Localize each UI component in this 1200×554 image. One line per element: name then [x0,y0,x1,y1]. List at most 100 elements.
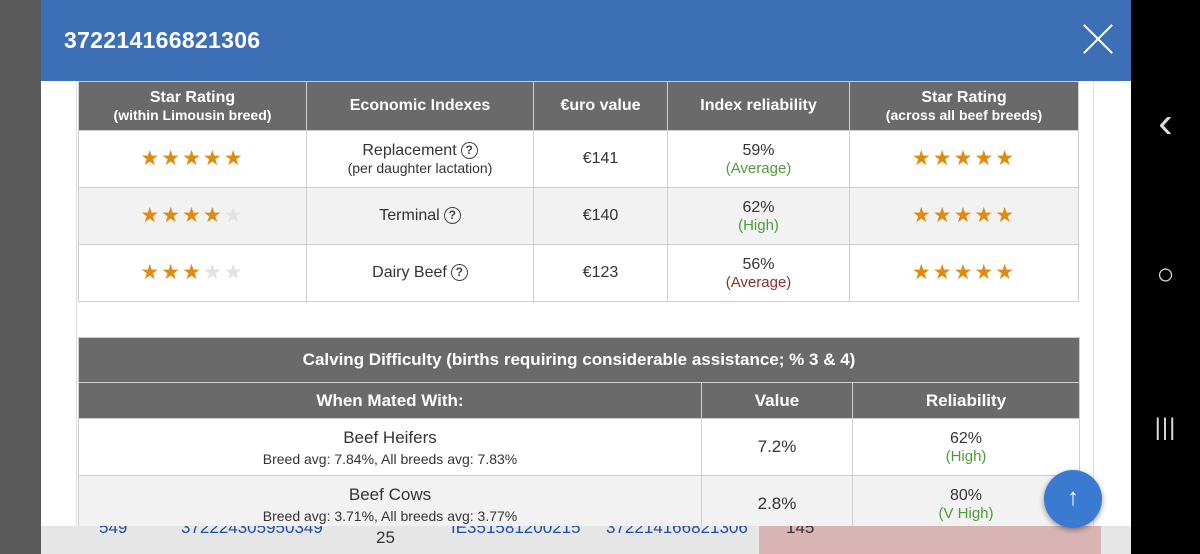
close-icon[interactable] [1081,22,1115,56]
euro-value: €123 [533,244,668,302]
table-row: Beef Cows Breed avg: 3.71%, All breeds a… [78,475,1080,526]
index-name: Replacement [362,142,457,159]
header-sub: (within Limousin breed) [113,107,272,123]
col-header-value: Value [701,382,853,419]
header-sub: (across all beef breeds) [885,107,1043,123]
dialog-title: 372214166821306 [64,27,261,53]
reliability-value: 62% [949,429,983,447]
star-icon: ★ [182,261,203,284]
back-icon[interactable]: ‹ [1158,98,1173,147]
star-rating: ★★★★★ [140,262,244,283]
android-nav-bar: ‹ ○ ||| [1131,0,1200,554]
star-rating: ★★★★★ [912,205,1016,226]
euro-value: €140 [533,187,668,245]
star-icon: ★ [140,204,162,227]
star-icon: ★ [202,147,224,170]
star-rating: ★★★★★ [912,262,1016,283]
col-header-euro-value: €uro value [533,81,668,131]
star-icon: ★ [223,147,245,170]
star-icon: ★ [182,204,203,227]
home-icon[interactable]: ○ [1156,258,1175,291]
col-header-index-reliability: Index reliability [667,81,850,131]
star-rating-within: ★★★★★ [78,187,307,245]
index-name: Dairy Beef [372,264,447,281]
star-icon: ★ [182,147,203,170]
bg-cell-number: 25 [376,528,395,547]
star-icon: ★ [202,261,224,284]
col-header-economic-indexes: Economic Indexes [306,81,534,131]
star-icon: ★ [161,204,183,227]
table-row: ★★★★★ Replacement? (per daughter lactati… [78,130,1079,188]
content-edge-right [1093,81,1094,526]
help-icon[interactable]: ? [443,207,461,224]
reliability-value: 56% [742,255,775,273]
star-rating-within: ★★★★★ [78,244,307,302]
reliability-label: (Average) [725,273,792,291]
star-icon: ★ [974,261,996,284]
star-icon: ★ [974,204,996,227]
star-icon: ★ [995,261,1017,284]
dialog-body: Star Rating (within Limousin breed) Econ… [41,81,1131,526]
reliability-cell: 80% (V High) [852,475,1080,526]
economic-index-table: Star Rating (within Limousin breed) Econ… [78,81,1079,302]
star-icon: ★ [911,147,933,170]
star-rating-across: ★★★★★ [849,130,1079,188]
reliability-value: 80% [949,486,983,504]
star-rating: ★★★★★ [140,148,244,169]
table-row: ★★★★★ Terminal? €140 62% (High) ★★★★★ [78,187,1079,245]
star-icon: ★ [223,204,245,227]
star-icon: ★ [911,261,933,284]
star-icon: ★ [911,204,933,227]
header-main: Star Rating [149,89,236,106]
bull-details-dialog: 372214166821306 Star Rating (within Limo… [41,0,1131,526]
star-icon: ★ [202,204,224,227]
index-cell: Replacement? (per daughter lactation) [306,130,534,188]
star-rating: ★★★★★ [912,148,1016,169]
col-header-star-across: Star Rating (across all beef breeds) [849,81,1079,131]
table-row: Beef Heifers Breed avg: 7.84%, All breed… [78,418,1080,476]
euro-value: €141 [533,130,668,188]
table-row: ★★★★★ Dairy Beef? €123 56% (Average) ★★★… [78,244,1079,302]
star-icon: ★ [953,261,975,284]
index-description: (per daughter lactation) [347,160,493,176]
mate-type: Beef Heifers [343,427,437,447]
mated-cell: Beef Heifers Breed avg: 7.84%, All breed… [78,418,702,476]
dialog-header: 372214166821306 [41,0,1131,81]
col-header-star-within: Star Rating (within Limousin breed) [78,81,307,131]
reliability-value: 59% [742,141,775,159]
star-icon: ★ [932,204,954,227]
reliability-label: (High) [945,447,987,465]
star-rating-across: ★★★★★ [849,244,1079,302]
help-icon[interactable]: ? [450,264,468,281]
reliability-label: (Average) [725,159,792,177]
background-table-row: 549 372224305950349 25 IE351581200215 37… [41,518,1131,554]
reliability-cell: 62% (High) [852,418,1080,476]
col-header-mated-with: When Mated With: [78,382,702,419]
header-main: Star Rating [921,89,1007,106]
star-rating-across: ★★★★★ [849,187,1079,245]
calving-value: 7.2% [701,418,853,476]
index-cell: Terminal? [306,187,534,245]
reliability-value: 62% [742,198,775,216]
recents-icon[interactable]: ||| [1154,414,1177,441]
star-rating: ★★★★★ [140,205,244,226]
index-cell: Dairy Beef? [306,244,534,302]
star-icon: ★ [995,204,1017,227]
star-icon: ★ [161,261,183,284]
star-icon: ★ [140,261,162,284]
mate-averages: Breed avg: 3.71%, All breeds avg: 3.77% [262,507,518,524]
calving-value: 2.8% [701,475,853,526]
reliability-label: (V High) [938,504,994,522]
star-icon: ★ [140,147,162,170]
reliability-cell: 59% (Average) [667,130,850,188]
reliability-label: (High) [738,216,779,234]
reliability-cell: 56% (Average) [667,244,850,302]
help-icon[interactable]: ? [460,142,478,159]
reliability-cell: 62% (High) [667,187,850,245]
mated-cell: Beef Cows Breed avg: 3.71%, All breeds a… [78,475,702,526]
star-icon: ★ [974,147,996,170]
star-icon: ★ [161,147,183,170]
star-rating-within: ★★★★★ [78,130,307,188]
scroll-to-top-button[interactable]: ↑ [1044,470,1102,528]
star-icon: ★ [932,147,954,170]
